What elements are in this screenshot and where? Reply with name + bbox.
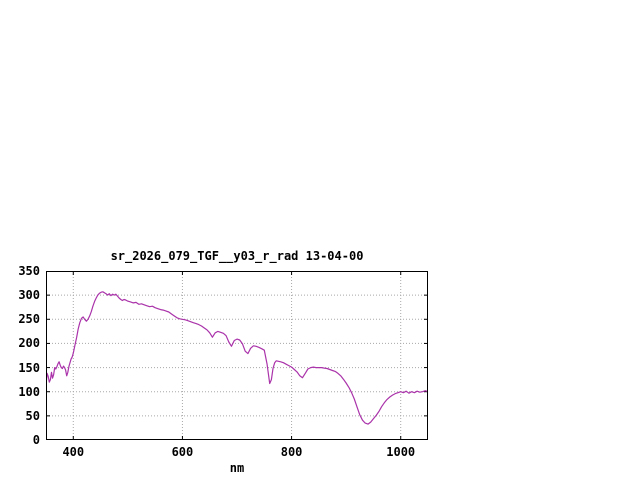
y-tick-label: 150 xyxy=(18,360,40,375)
y-tick-label: 250 xyxy=(18,312,40,327)
x-tick-label: 1000 xyxy=(386,445,416,459)
chart-title: sr_2026_079_TGF__y03_r_rad 13-04-00 xyxy=(110,249,364,263)
x-axis-label: nm xyxy=(229,461,245,475)
y-tick-label: 350 xyxy=(18,264,40,278)
y-tick-label: 0 xyxy=(32,433,40,447)
x-tick-label: 400 xyxy=(62,445,85,459)
y-tick-label: 200 xyxy=(18,336,40,351)
spectrum-line xyxy=(46,291,428,425)
y-tick-label: 300 xyxy=(18,288,40,303)
plot-area xyxy=(46,271,428,440)
x-tick-label: 800 xyxy=(280,445,303,459)
y-tick-label: 100 xyxy=(18,384,40,399)
y-tick-label: 50 xyxy=(25,408,40,423)
x-tick-label: 600 xyxy=(171,445,194,459)
